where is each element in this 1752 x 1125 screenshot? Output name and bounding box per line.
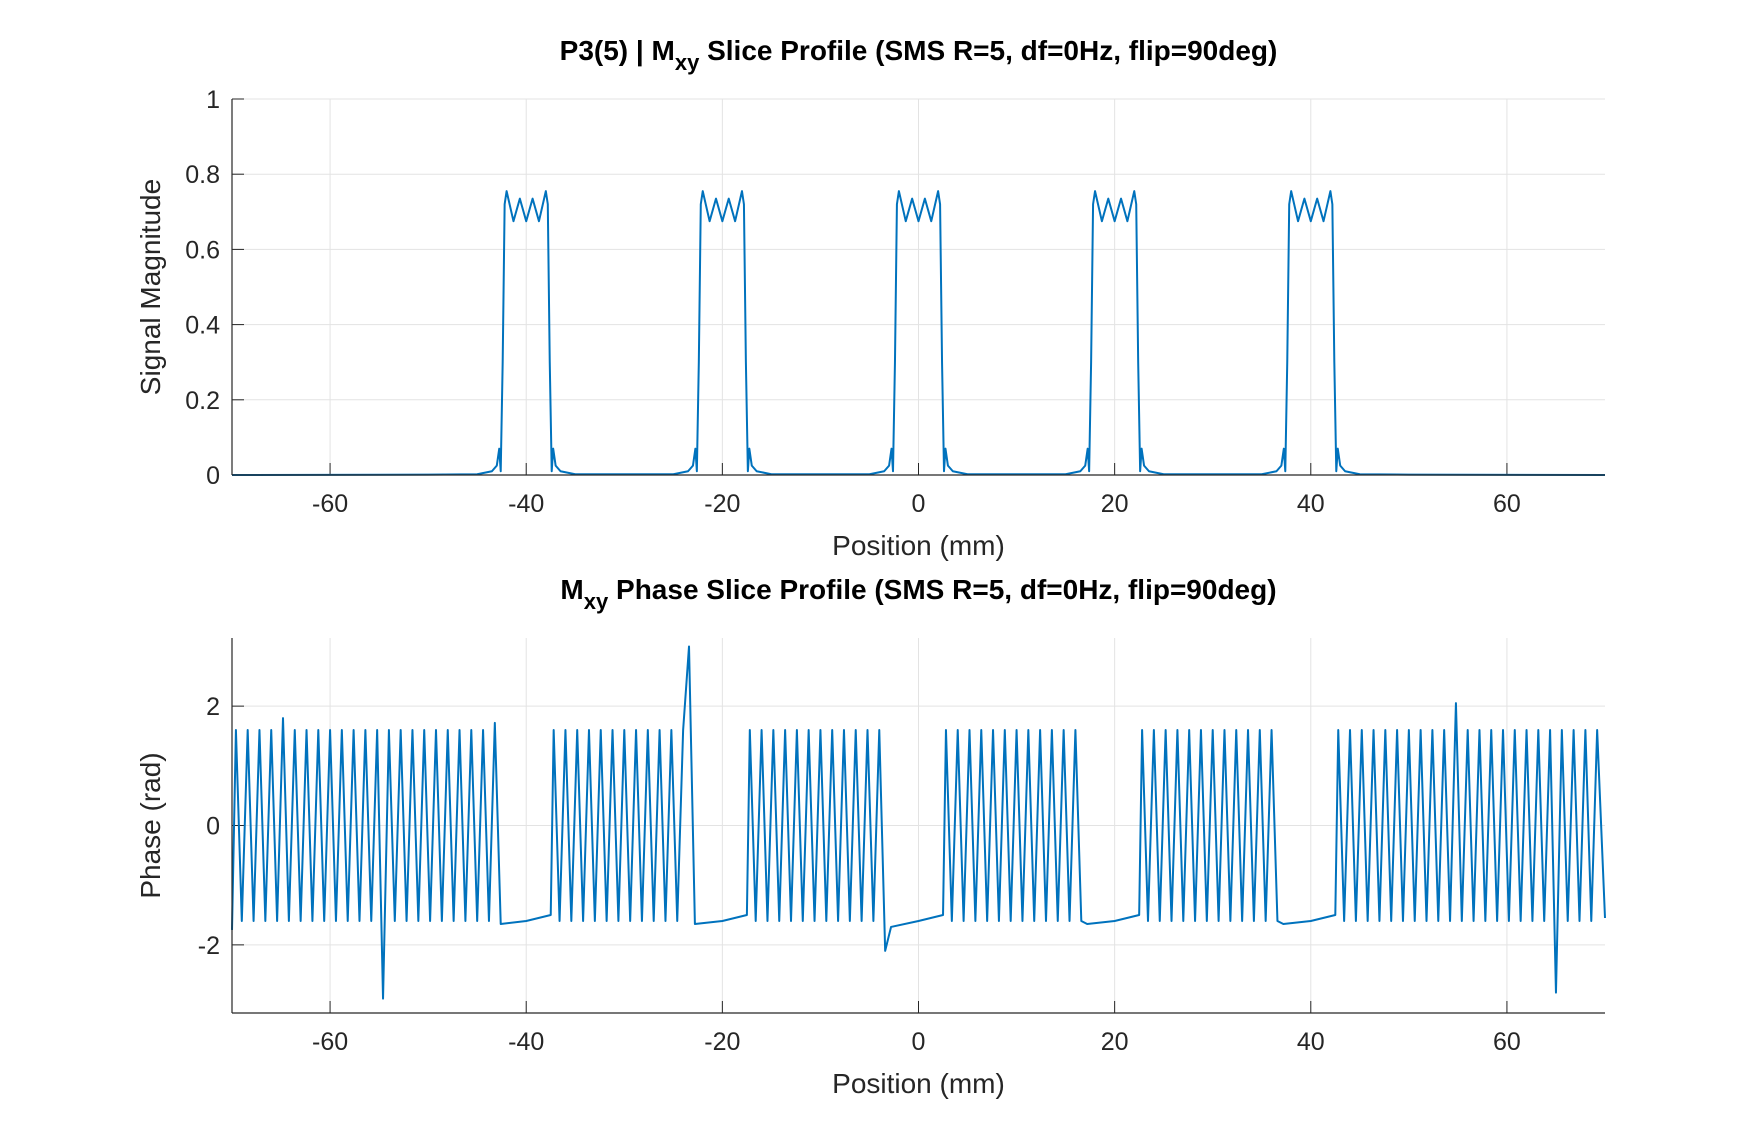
title-part: Phase Slice Profile (SMS R=5, df=0Hz, fl… [608,574,1276,605]
title-part: xy [584,589,609,614]
y-tick-label: 1 [206,86,220,114]
y-tick-label: -2 [198,932,220,960]
y-tick-label: 0.4 [185,312,220,340]
y-tick-label: 0 [206,813,220,841]
x-axis-label: Position (mm) [832,530,1005,561]
x-tick-label: 60 [1493,490,1521,518]
title-part: P3(5) | M [560,35,675,66]
x-tick-label: -40 [508,1028,544,1056]
x-tick-label: -60 [312,490,348,518]
x-tick-label: 20 [1101,1028,1129,1056]
chart-title: Mxy Phase Slice Profile (SMS R=5, df=0Hz… [560,574,1276,614]
x-tick-label: 0 [912,490,926,518]
title-part: xy [675,50,700,75]
title-part: Slice Profile (SMS R=5, df=0Hz, flip=90d… [699,35,1277,66]
chart-title: P3(5) | Mxy Slice Profile (SMS R=5, df=0… [560,35,1278,75]
y-tick-label: 0 [206,462,220,490]
x-tick-label: -40 [508,490,544,518]
y-tick-label: 2 [206,693,220,721]
x-axis-label: Position (mm) [832,1068,1005,1099]
y-tick-label: 0.6 [185,236,220,264]
y-tick-label: 0.2 [185,387,220,415]
x-tick-label: 40 [1297,1028,1325,1056]
x-tick-label: 0 [912,1028,926,1056]
x-tick-label: 60 [1493,1028,1521,1056]
data-line [231,190,1606,476]
x-tick-label: -20 [704,1028,740,1056]
title-part: M [560,574,583,605]
x-tick-label: 40 [1297,490,1325,518]
x-tick-label: 20 [1101,490,1129,518]
x-tick-label: -20 [704,490,740,518]
axes: -60 -40 -20 0 20 40 60 0 0.2 0.4 0.6 0.8 1 Position (… [135,35,1606,561]
y-axis-label: Signal Magnitude [135,179,166,395]
y-axis-label: Phase (rad) [135,752,166,898]
y-tick-label: 0.8 [185,161,220,189]
data-line [231,645,1606,1000]
x-tick-label: -60 [312,1028,348,1056]
